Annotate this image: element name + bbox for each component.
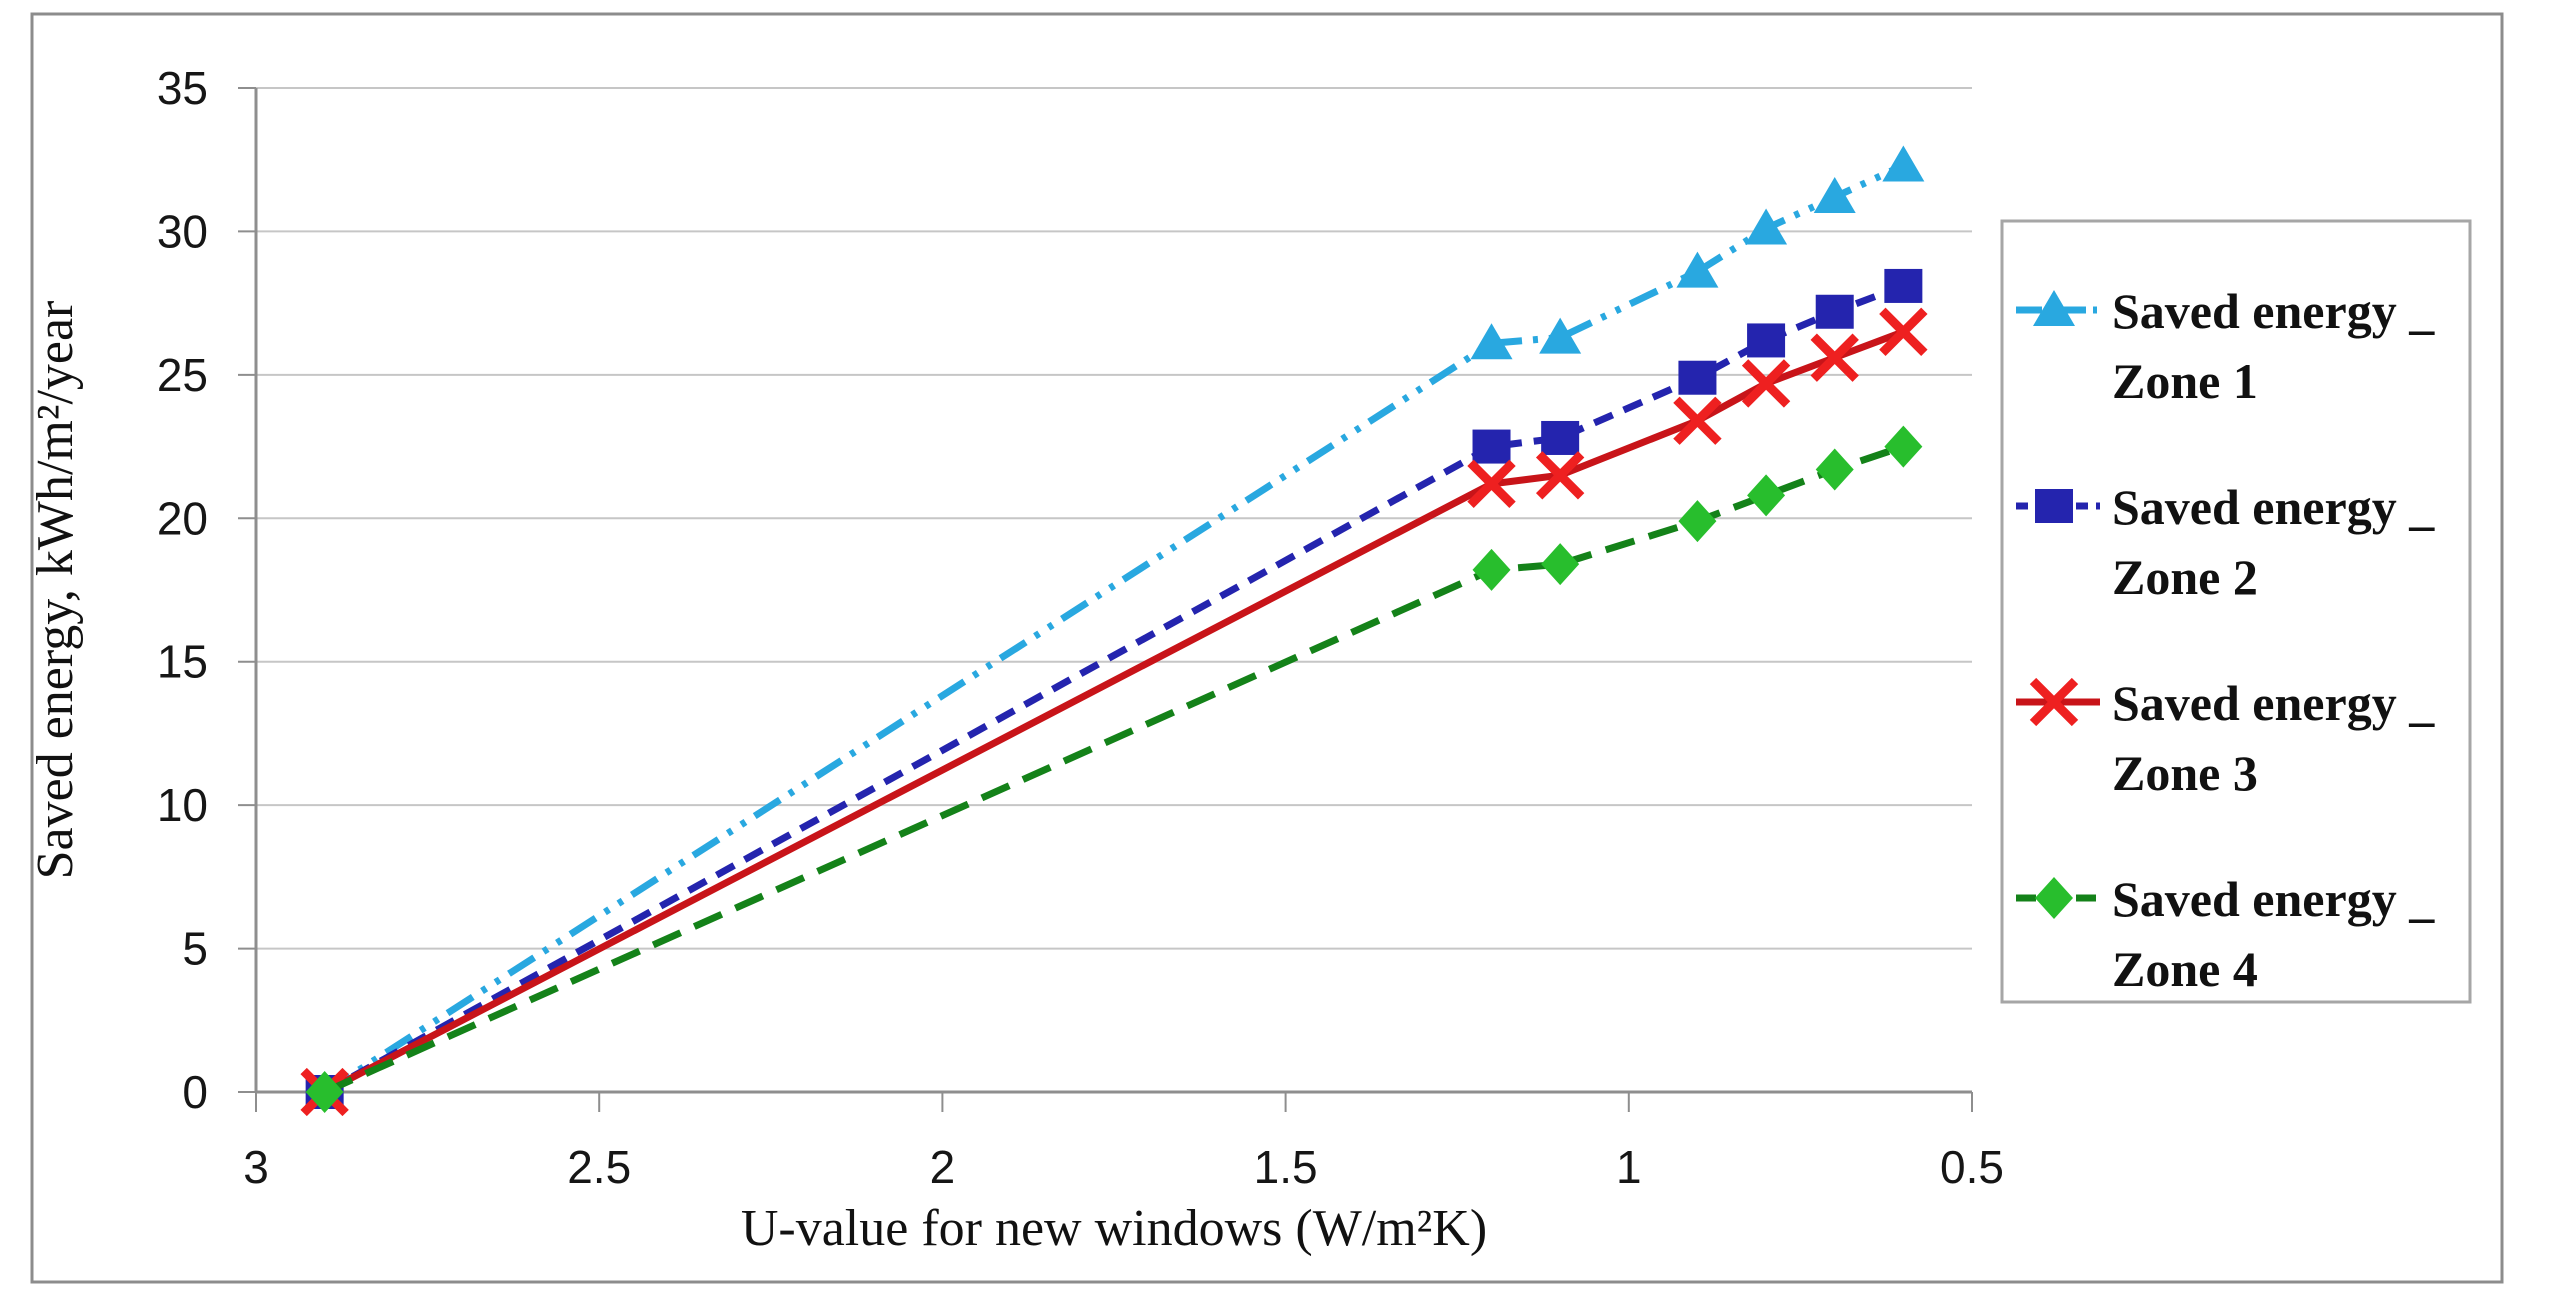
y-axis-title: Saved energy, kWh/m²/year [27, 301, 84, 880]
diamond-marker [1747, 474, 1786, 517]
legend-label-line1: Saved energy _ [2112, 675, 2435, 731]
legend-item-zone-1: Saved energy _ Zone 1 [2016, 283, 2435, 409]
x-tick-label-2.5: 2.5 [567, 1141, 631, 1193]
x-marker [1741, 359, 1791, 408]
legend-item-zone-4: Saved energy _ Zone 4 [2016, 871, 2435, 997]
square-marker [1884, 268, 1923, 303]
diamond-marker [305, 1071, 344, 1113]
square-marker [1472, 429, 1511, 464]
legend-item-zone-2: Saved energy _ Zone 2 [2016, 479, 2435, 605]
legend-label-line2: Zone 3 [2112, 745, 2258, 801]
triangle-marker [1813, 177, 1856, 214]
square-marker [1541, 420, 1580, 455]
x-marker [1467, 459, 1516, 509]
square-marker [1678, 360, 1717, 395]
square-marker [1815, 294, 1854, 329]
legend-item-zone-3: Saved energy _ Zone 3 [2016, 675, 2435, 801]
diamond-marker [2035, 877, 2073, 919]
tick-labels: 0 5 10 15 20 25 30 35 3 2.5 2 1.5 1 0.5 [157, 62, 2004, 1193]
square-marker [2035, 489, 2073, 523]
square-marker [1747, 323, 1786, 358]
series-zone-3 [300, 307, 1928, 1117]
x-marker [1879, 307, 1928, 357]
legend-label-line1: Saved energy _ [2112, 871, 2435, 927]
x-marker [1810, 333, 1859, 382]
series-zone-2 [305, 268, 1923, 1109]
figure-frame [30, 12, 2504, 1284]
x-tick-label-1.5: 1.5 [1254, 1141, 1318, 1193]
legend-label-line1: Saved energy _ [2112, 283, 2435, 339]
legend-label-line2: Zone 1 [2112, 353, 2258, 409]
triangle-marker [1470, 323, 1513, 360]
diamond-marker [1884, 425, 1923, 468]
triangle-marker [1882, 145, 1925, 182]
y-tick-label-5: 5 [182, 923, 208, 975]
triangle-marker [2033, 290, 2075, 326]
x-marker [1535, 451, 1585, 500]
y-tick-label-15: 15 [157, 636, 208, 688]
x-axis-title: U-value for new windows (W/m²K) [741, 1200, 1487, 1257]
diamond-marker [1541, 543, 1580, 586]
x-tick-label-1: 1 [1616, 1141, 1642, 1193]
x-marker [2029, 677, 2079, 727]
y-tick-label-20: 20 [157, 492, 208, 544]
y-tick-label-10: 10 [157, 779, 208, 831]
axes [238, 87, 1973, 1112]
y-tick-label-0: 0 [182, 1066, 208, 1118]
series-zone-4 [305, 425, 1923, 1113]
y-tick-label-35: 35 [157, 62, 208, 114]
x-tick-label-2: 2 [930, 1141, 956, 1193]
legend-label-line2: Zone 4 [2112, 941, 2258, 997]
triangle-marker [1745, 208, 1788, 245]
y-tick-label-30: 30 [157, 205, 208, 257]
legend-box [2000, 219, 2472, 1004]
diamond-marker [1678, 500, 1717, 543]
legend: Saved energy _ Zone 1 Saved energy _ Zone 2… [2000, 219, 2472, 1004]
x-marker [1673, 396, 1722, 445]
diamond-marker [1472, 548, 1511, 591]
triangle-marker [1539, 317, 1582, 354]
x-tick-label-3: 3 [243, 1141, 269, 1193]
diamond-marker [1815, 448, 1854, 491]
y-tick-label-25: 25 [157, 349, 208, 401]
x-tick-label-0.5: 0.5 [1940, 1141, 2004, 1193]
legend-label-line2: Zone 2 [2112, 549, 2258, 605]
triangle-marker [1676, 251, 1719, 288]
legend-label-line1: Saved energy _ [2112, 479, 2435, 535]
